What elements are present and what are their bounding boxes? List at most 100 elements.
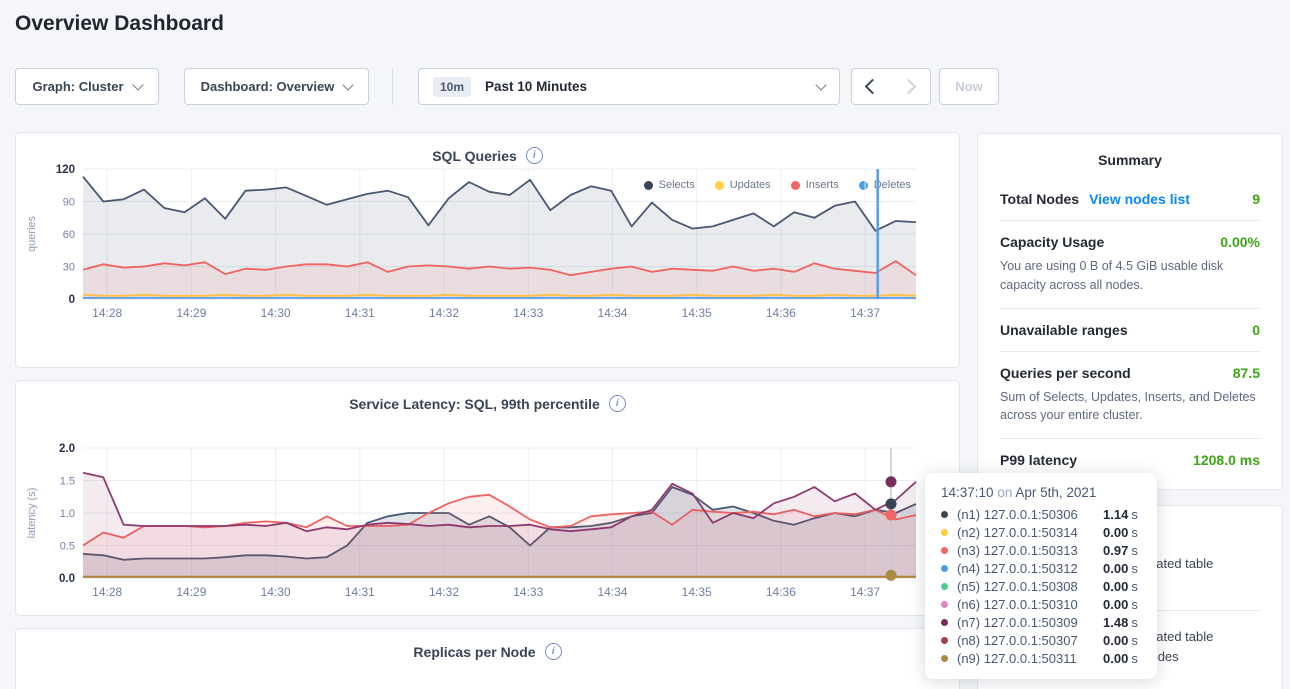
summary-label: Unavailable ranges bbox=[1000, 322, 1128, 338]
view-nodes-link[interactable]: View nodes list bbox=[1089, 191, 1190, 207]
summary-row-head: P99 latency1208.0 ms bbox=[1000, 452, 1260, 468]
sql-queries-title: SQL Queries bbox=[432, 148, 517, 164]
time-range-picker[interactable]: 10m Past 10 Minutes bbox=[418, 68, 840, 105]
info-icon[interactable] bbox=[609, 395, 626, 412]
time-range-label: Past 10 Minutes bbox=[485, 79, 807, 94]
summary-label: Total Nodes bbox=[1000, 191, 1079, 207]
summary-row: Total NodesView nodes list9 bbox=[1000, 178, 1260, 221]
time-range-badge: 10m bbox=[433, 77, 471, 97]
overview-dashboard-screen: Overview Dashboard Graph: Cluster Dashbo… bbox=[0, 0, 1290, 689]
tooltip-node-label: (n3) 127.0.0.1:50313 bbox=[957, 543, 1103, 558]
svg-text:14:35: 14:35 bbox=[682, 585, 712, 599]
svg-text:1.5: 1.5 bbox=[60, 476, 75, 488]
chevron-down-icon bbox=[815, 79, 826, 90]
tooltip-node-value: 0.00 bbox=[1103, 525, 1128, 540]
replicas-title: Replicas per Node bbox=[413, 644, 535, 660]
svg-text:14:36: 14:36 bbox=[766, 585, 796, 599]
svg-text:14:37: 14:37 bbox=[850, 585, 880, 599]
tooltip-node-unit: s bbox=[1131, 561, 1138, 576]
summary-rows: Total NodesView nodes list9Capacity Usag… bbox=[1000, 178, 1260, 481]
series-dot-icon bbox=[941, 511, 948, 518]
tooltip-node-value: 0.97 bbox=[1103, 543, 1128, 558]
summary-row: Queries per second 87.5 Sum of Selects, Up… bbox=[1000, 352, 1260, 440]
info-icon[interactable] bbox=[526, 147, 543, 164]
tooltip-node-value: 1.14 bbox=[1103, 507, 1128, 522]
series-dot-icon bbox=[941, 565, 948, 572]
chevron-down-icon bbox=[132, 79, 143, 90]
chevron-down-icon bbox=[343, 79, 354, 90]
svg-text:14:32: 14:32 bbox=[429, 306, 459, 320]
service-latency-chart[interactable]: 0.00.51.01.52.014:2814:2914:3014:3114:32… bbox=[21, 442, 956, 604]
svg-text:14:28: 14:28 bbox=[92, 585, 122, 599]
svg-text:30: 30 bbox=[63, 262, 75, 274]
tooltip-node-unit: s bbox=[1131, 651, 1138, 666]
svg-text:14:28: 14:28 bbox=[92, 306, 122, 320]
svg-text:1.0: 1.0 bbox=[60, 508, 75, 520]
tooltip-node-unit: s bbox=[1131, 543, 1138, 558]
tooltip-rows: (n1) 127.0.0.1:503061.14s(n2) 127.0.0.1:… bbox=[941, 505, 1141, 667]
time-prev-button[interactable] bbox=[851, 68, 891, 105]
summary-panel: Summary Total NodesView nodes list9Capac… bbox=[977, 133, 1283, 490]
now-button[interactable]: Now bbox=[939, 68, 999, 105]
summary-label: Queries per second bbox=[1000, 365, 1131, 381]
svg-text:60: 60 bbox=[63, 229, 75, 241]
tooltip-node-value: 0.00 bbox=[1103, 651, 1128, 666]
tooltip-node-value: 0.00 bbox=[1103, 597, 1128, 612]
tooltip-node-label: (n8) 127.0.0.1:50307 bbox=[957, 633, 1103, 648]
series-dot-icon bbox=[941, 655, 948, 662]
svg-text:14:33: 14:33 bbox=[513, 306, 543, 320]
tooltip-row: (n6) 127.0.0.1:503100.00s bbox=[941, 595, 1141, 613]
tooltip-node-label: (n7) 127.0.0.1:50309 bbox=[957, 615, 1103, 630]
summary-value: 0.00% bbox=[1220, 234, 1260, 250]
summary-row-head: Capacity Usage0.00% bbox=[1000, 234, 1260, 250]
summary-desc: You are using 0 B of 4.5 GiB usable disk… bbox=[1000, 257, 1260, 295]
graph-dropdown[interactable]: Graph: Cluster bbox=[15, 68, 159, 105]
svg-text:0: 0 bbox=[69, 294, 75, 306]
svg-text:latency (s): latency (s) bbox=[26, 488, 38, 539]
series-dot-icon bbox=[941, 619, 948, 626]
svg-text:14:29: 14:29 bbox=[176, 306, 206, 320]
tooltip-node-unit: s bbox=[1131, 615, 1138, 630]
replicas-panel: Replicas per Node bbox=[15, 628, 960, 689]
tooltip-row: (n1) 127.0.0.1:503061.14s bbox=[941, 505, 1141, 523]
svg-text:14:31: 14:31 bbox=[345, 306, 375, 320]
summary-value: 0 bbox=[1252, 322, 1260, 338]
summary-row-head: Queries per second 87.5 bbox=[1000, 365, 1260, 381]
summary-desc: Sum of Selects, Updates, Inserts, and De… bbox=[1000, 388, 1260, 426]
chevron-left-icon bbox=[865, 79, 881, 95]
tooltip-row: (n8) 127.0.0.1:503070.00s bbox=[941, 631, 1141, 649]
summary-label: P99 latency bbox=[1000, 452, 1077, 468]
chart-hover-tooltip: 14:37:10 on Apr 5th, 2021 (n1) 127.0.0.1… bbox=[925, 473, 1157, 679]
svg-text:queries: queries bbox=[26, 215, 38, 252]
series-dot-icon bbox=[941, 583, 948, 590]
tooltip-node-label: (n2) 127.0.0.1:50314 bbox=[957, 525, 1103, 540]
tooltip-row: (n4) 127.0.0.1:503120.00s bbox=[941, 559, 1141, 577]
tooltip-node-value: 0.00 bbox=[1103, 579, 1128, 594]
tooltip-timestamp: 14:37:10 on Apr 5th, 2021 bbox=[941, 485, 1141, 500]
control-divider bbox=[392, 68, 393, 105]
svg-text:2.0: 2.0 bbox=[59, 443, 75, 455]
info-icon[interactable] bbox=[545, 643, 562, 660]
series-dot-icon bbox=[941, 637, 948, 644]
tooltip-row: (n3) 127.0.0.1:503130.97s bbox=[941, 541, 1141, 559]
tooltip-node-unit: s bbox=[1131, 507, 1138, 522]
tooltip-node-value: 0.00 bbox=[1103, 561, 1128, 576]
chevron-right-icon bbox=[901, 79, 917, 95]
sql-queries-chart[interactable]: 030609012014:2814:2914:3014:3114:3214:33… bbox=[21, 163, 956, 325]
summary-title: Summary bbox=[1000, 152, 1260, 168]
tooltip-row: (n9) 127.0.0.1:503110.00s bbox=[941, 649, 1141, 667]
svg-text:14:34: 14:34 bbox=[597, 585, 627, 599]
time-next-button[interactable] bbox=[890, 68, 931, 105]
summary-row: Unavailable ranges 0 bbox=[1000, 309, 1260, 352]
summary-row: Capacity Usage0.00% You are using 0 B of … bbox=[1000, 221, 1260, 309]
tooltip-node-unit: s bbox=[1131, 633, 1138, 648]
summary-value: 87.5 bbox=[1233, 365, 1260, 381]
svg-text:14:29: 14:29 bbox=[176, 585, 206, 599]
svg-text:0.5: 0.5 bbox=[60, 541, 75, 553]
service-latency-panel: Service Latency: SQL, 99th percentile 0.… bbox=[15, 380, 960, 616]
dashboard-dropdown[interactable]: Dashboard: Overview bbox=[184, 68, 369, 105]
tooltip-row: (n2) 127.0.0.1:503140.00s bbox=[941, 523, 1141, 541]
tooltip-node-unit: s bbox=[1131, 579, 1138, 594]
tooltip-node-unit: s bbox=[1131, 525, 1138, 540]
svg-text:14:35: 14:35 bbox=[682, 306, 712, 320]
